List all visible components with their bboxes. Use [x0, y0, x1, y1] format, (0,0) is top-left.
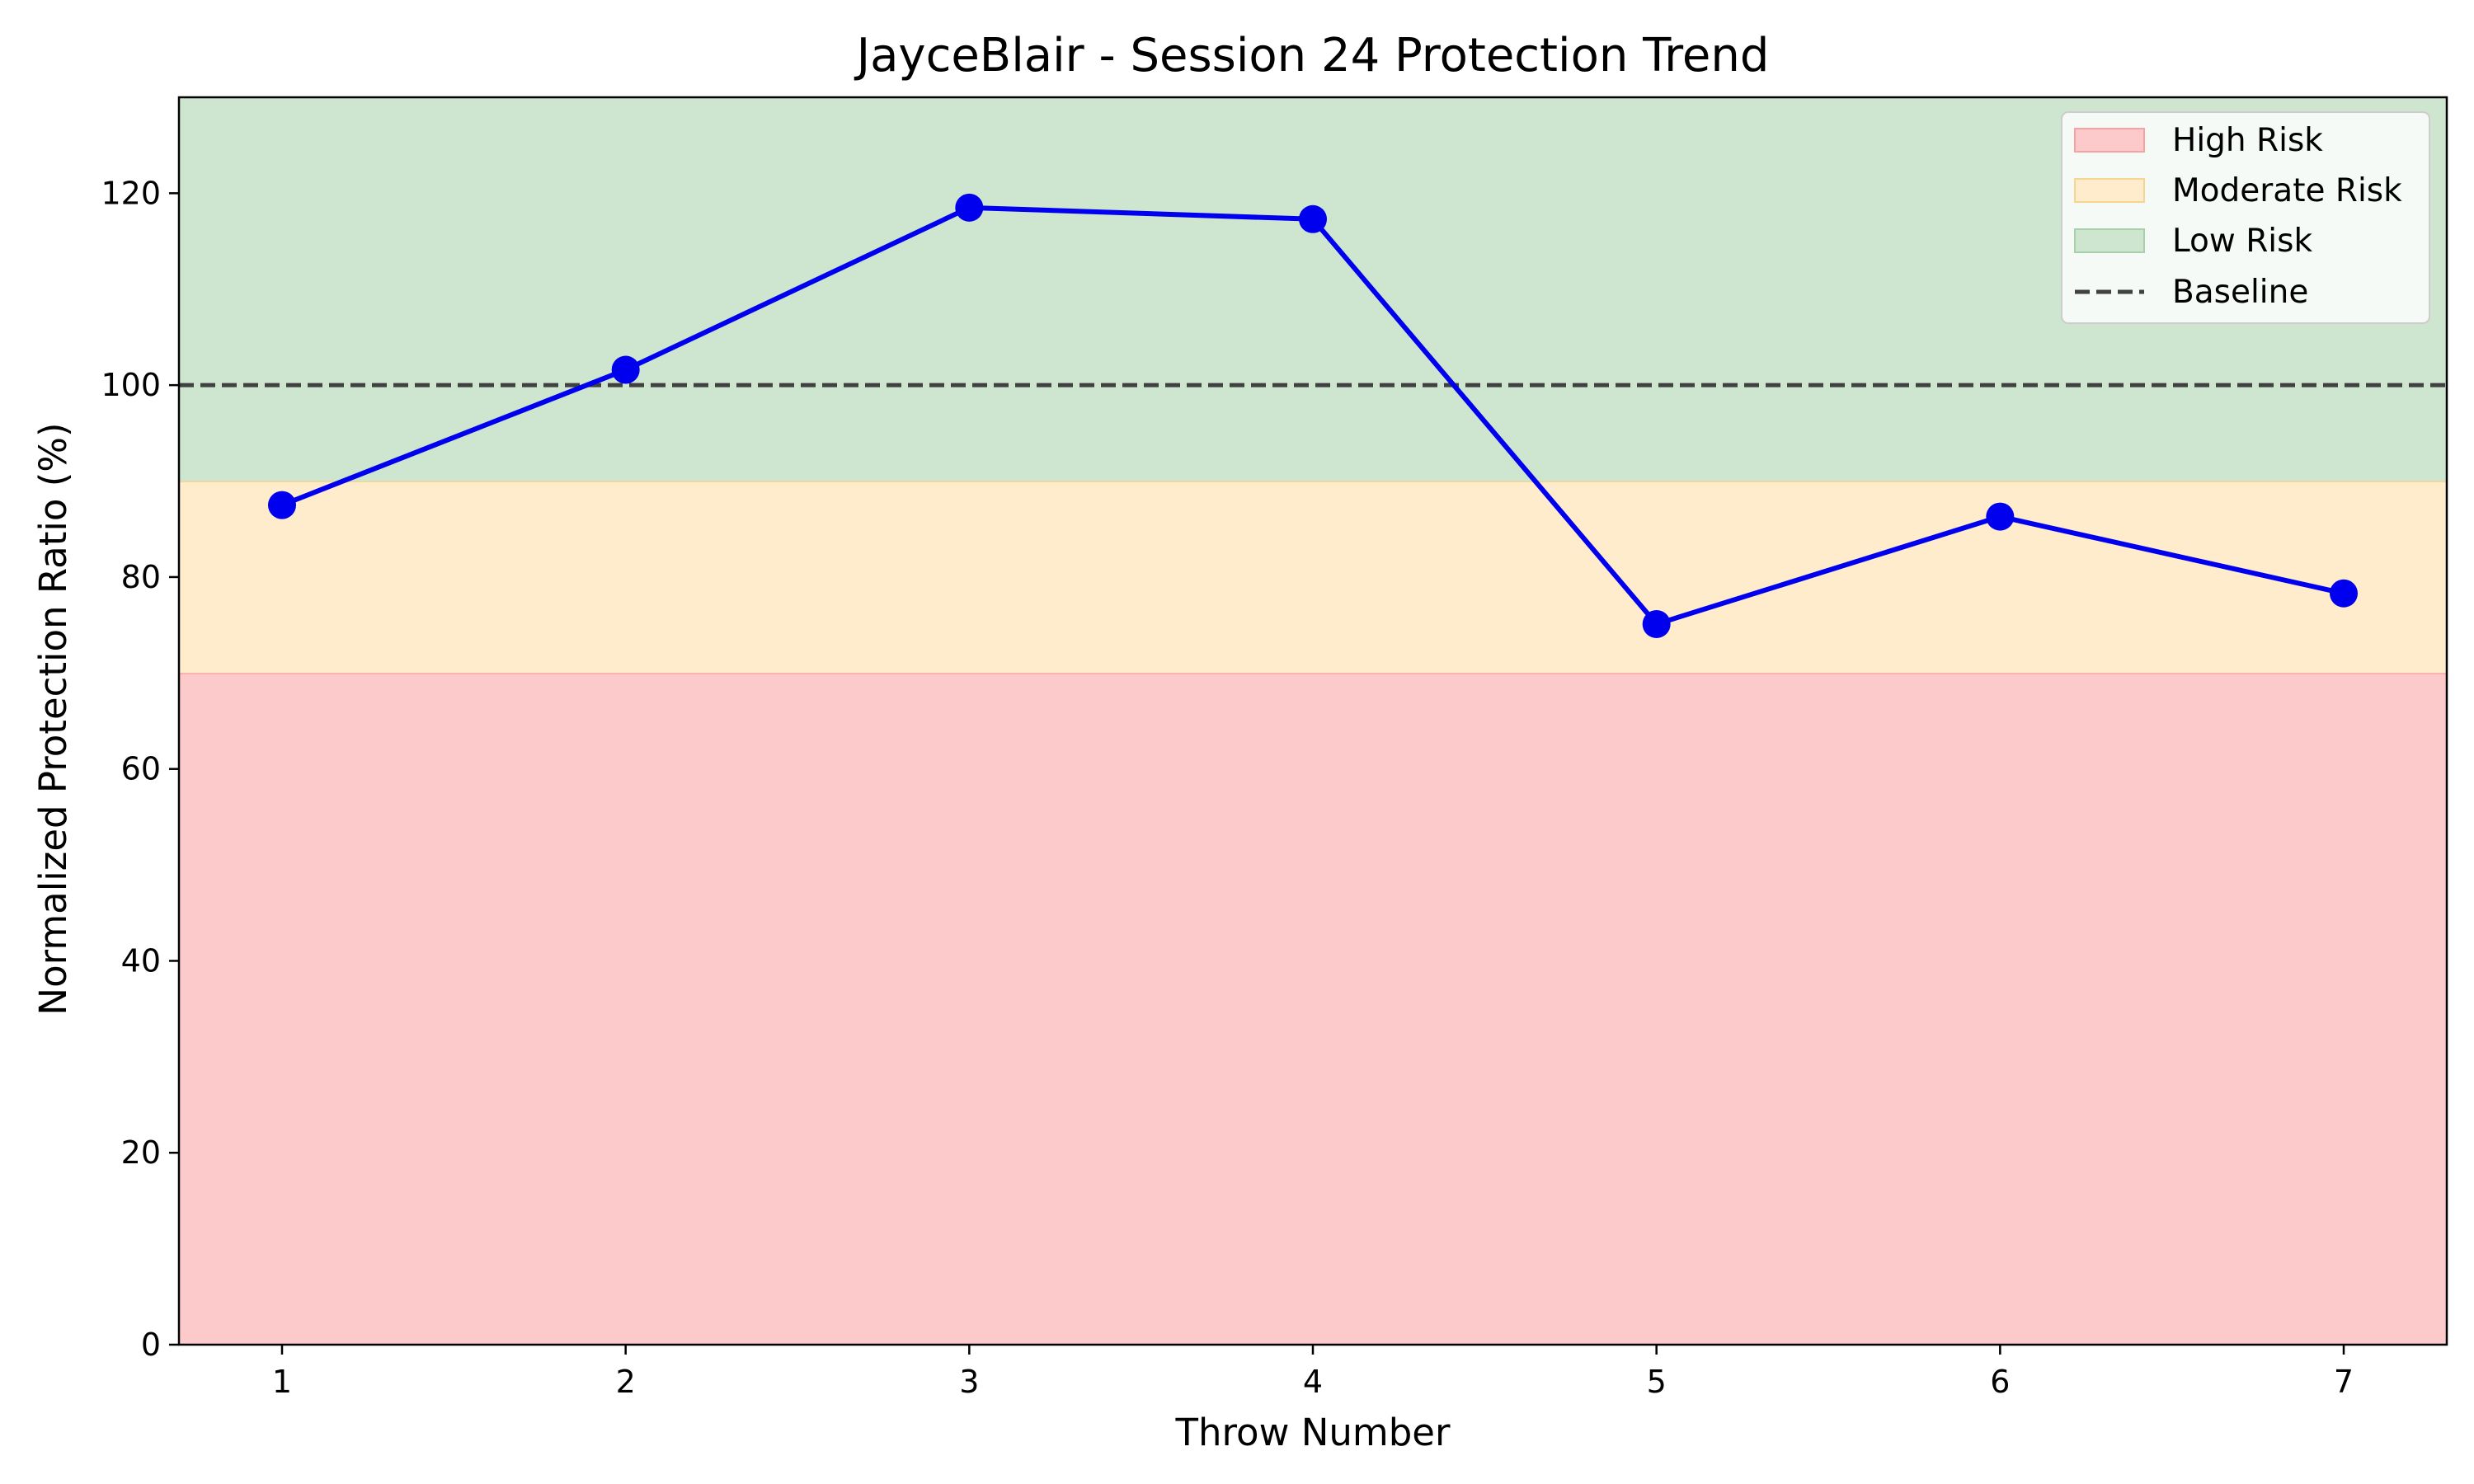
data-point-1: [268, 491, 296, 519]
x-tick-label-4: 4: [1303, 1364, 1323, 1400]
band-moderate-risk: [179, 481, 2447, 674]
chart-title: JayceBlair - Session 24 Protection Trend: [854, 29, 1770, 82]
x-tick-label-6: 6: [1990, 1364, 2010, 1400]
y-tick-label-100: 100: [101, 367, 161, 403]
legend-swatch-moderate-risk: [2074, 178, 2145, 203]
x-tick-label-5: 5: [1647, 1364, 1667, 1400]
legend-box: [2061, 111, 2430, 324]
y-tick-label-120: 120: [101, 175, 161, 211]
x-tick-label-3: 3: [959, 1364, 979, 1400]
y-tick-label-80: 80: [121, 559, 161, 595]
data-point-4: [1299, 204, 1327, 233]
y-axis-label: Normalized Protection Ratio (%): [31, 422, 75, 1015]
x-tick-label-2: 2: [616, 1364, 636, 1400]
x-axis-label: Throw Number: [1175, 1411, 1451, 1454]
y-axis-ticks: 0 20 40 60 80 100 120: [101, 175, 179, 1363]
x-axis-ticks: 1 2 3 4 5 6 7: [272, 1345, 2354, 1400]
legend-label-baseline: Baseline: [2172, 274, 2308, 311]
legend-swatch-high-risk: [2074, 128, 2145, 153]
legend-label-high-risk: High Risk: [2172, 122, 2323, 159]
data-point-7: [2330, 579, 2358, 608]
x-tick-label-7: 7: [2334, 1364, 2354, 1400]
legend: High Risk Moderate Risk Low Risk Baselin…: [2061, 111, 2430, 324]
data-point-5: [1642, 609, 1671, 638]
y-tick-label-40: 40: [121, 942, 161, 979]
y-tick-label-0: 0: [141, 1327, 161, 1363]
y-tick-label-60: 60: [121, 751, 161, 787]
data-point-2: [611, 355, 640, 384]
x-tick-label-1: 1: [272, 1364, 292, 1400]
legend-swatch-low-risk: [2074, 228, 2145, 253]
data-point-6: [1986, 502, 2015, 531]
series-layer: [268, 193, 2358, 638]
band-high-risk: [179, 673, 2447, 1345]
data-point-3: [955, 193, 984, 222]
y-tick-label-20: 20: [121, 1134, 161, 1171]
legend-label-moderate-risk: Moderate Risk: [2172, 172, 2402, 209]
legend-label-low-risk: Low Risk: [2172, 223, 2312, 260]
